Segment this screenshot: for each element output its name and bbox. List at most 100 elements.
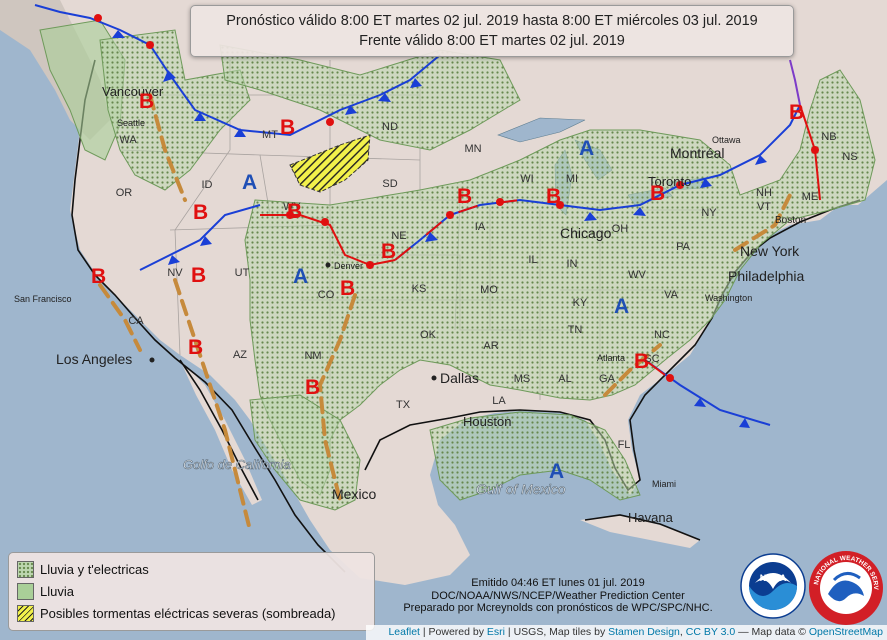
- high-pressure-symbol: A: [614, 295, 629, 318]
- state-label-il: IL: [528, 254, 537, 266]
- cc-by-link[interactable]: CC BY 3.0: [685, 626, 736, 638]
- state-label-nh: NH: [756, 187, 772, 199]
- state-label-ar: AR: [483, 340, 498, 352]
- city-label-chicago: Chicago: [560, 225, 612, 241]
- low-pressure-symbol: B: [381, 240, 396, 263]
- cold-front-west: [139, 204, 261, 271]
- high-pressure-symbol: A: [549, 460, 564, 483]
- solid-green-swatch-icon: [17, 582, 34, 600]
- city-label-mexico: Mexico: [332, 486, 377, 502]
- city-label-vancouver: Vancouver: [102, 84, 164, 99]
- city-label-boston: Boston: [775, 215, 806, 226]
- tstorm-area-northwest: [99, 29, 251, 191]
- city-dot-dallas: [431, 375, 437, 381]
- state-label-nb: NB: [821, 131, 836, 143]
- front-valid-line: Frente válido 8:00 ET martes 02 jul. 201…: [359, 33, 625, 49]
- city-label-new-york: New York: [740, 243, 800, 259]
- state-label-mi: MI: [566, 173, 578, 185]
- state-label-la: LA: [492, 395, 506, 407]
- state-label-wi: WI: [520, 173, 533, 185]
- tstorm-area-gulf: [429, 411, 641, 501]
- state-label-ok: OK: [420, 329, 437, 341]
- troughs: [98, 93, 792, 532]
- legend-label: Lluvia: [40, 583, 74, 599]
- state-label-nm: NM: [304, 350, 321, 362]
- issued-info: Emitido 04:46 ET lunes 01 jul. 2019 DOC/…: [377, 577, 739, 615]
- state-label-mo: MO: [480, 284, 498, 296]
- state-label-ny: NY: [701, 207, 717, 219]
- stamen-link[interactable]: Stamen Design: [608, 626, 680, 638]
- city-label-havana: Havana: [628, 510, 674, 525]
- legend: Lluvia y t'electricas Lluvia Posibles to…: [8, 552, 375, 631]
- water-labels: Gulf of Mexico Golfo de California: [183, 457, 566, 498]
- city-label-atlanta: Atlanta: [597, 353, 625, 363]
- low-pressure-symbol: B: [193, 201, 208, 224]
- state-label-ky: KY: [573, 297, 588, 309]
- low-pressure-symbol: B: [457, 185, 472, 208]
- front-markers: [94, 14, 819, 428]
- esri-link[interactable]: Esri: [486, 626, 506, 638]
- low-pressure-symbol: B: [280, 116, 295, 139]
- prepared-by: Preparado por Mcreynolds con pronósticos…: [403, 602, 713, 614]
- state-label-or: OR: [116, 187, 133, 199]
- high-pressure-symbol: A: [293, 265, 308, 288]
- state-label-nd: ND: [382, 121, 398, 133]
- state-label-mt: MT: [262, 129, 278, 141]
- state-label-nv: NV: [167, 267, 183, 279]
- state-label-ks: KS: [412, 283, 427, 295]
- low-pressure-symbol: B: [139, 90, 154, 113]
- leaflet-link[interactable]: Leaflet: [388, 626, 420, 638]
- low-pressure-symbol: B: [340, 277, 355, 300]
- state-label-mn: MN: [464, 143, 481, 155]
- state-label-vt: VT: [757, 201, 771, 213]
- low-pressure-symbol: B: [188, 336, 203, 359]
- city-label-houston: Houston: [463, 414, 511, 429]
- legend-label: Lluvia y t'electricas: [40, 561, 149, 577]
- city-label-philadelphia: Philadelphia: [728, 268, 804, 284]
- city-label-dallas: Dallas: [440, 370, 479, 386]
- severe-area-dakotas: [289, 134, 371, 193]
- state-label-co: CO: [318, 289, 335, 301]
- city-labels: Vancouver Seattle San Francisco Los Ange…: [14, 84, 806, 525]
- low-pressure-symbol: B: [634, 350, 649, 373]
- legend-item-rain: Lluvia: [17, 580, 366, 602]
- state-label-sc: SC: [644, 353, 659, 365]
- forecast-valid-line: Pronóstico válido 8:00 ET martes 02 jul.…: [226, 13, 758, 29]
- state-label-me: ME: [802, 191, 819, 203]
- legend-label: Posibles tormentas eléctricas severas (s…: [40, 605, 336, 621]
- city-label-washington: Washington: [705, 293, 752, 303]
- high-pressure-symbol: A: [242, 171, 257, 194]
- low-pressure-symbol: B: [91, 265, 106, 288]
- high-pressure-symbol: A: [579, 137, 594, 160]
- state-label-in: IN: [567, 258, 578, 270]
- state-label-ne: NE: [391, 230, 406, 242]
- city-label-san-francisco: San Francisco: [14, 294, 72, 304]
- state-label-fl: FL: [618, 439, 631, 451]
- low-pressure-symbol: B: [191, 264, 206, 287]
- state-label-va: VA: [664, 289, 679, 301]
- state-label-sd: SD: [382, 178, 397, 190]
- state-labels: WA OR CA NV ID MT WY UT AZ CO NM ND SD N…: [116, 121, 858, 451]
- city-dot-los-angeles: [149, 357, 155, 363]
- issued-time: Emitido 04:46 ET lunes 01 jul. 2019: [471, 577, 645, 589]
- noaa-logo[interactable]: NOAA: [740, 553, 806, 619]
- low-pressure-symbol: B: [650, 182, 665, 205]
- state-label-ga: GA: [599, 373, 616, 385]
- tstorm-area-north: [219, 44, 521, 151]
- state-label-oh: OH: [612, 223, 629, 235]
- pressure-centers: B B B B B B B B B B B B B B B A A A A A: [91, 90, 804, 483]
- state-label-id: ID: [202, 179, 213, 191]
- svg-text:NOAA: NOAA: [760, 573, 787, 583]
- map-attribution: Leaflet | Powered by Esri | USGS, Map ti…: [366, 625, 887, 640]
- issuing-office: DOC/NOAA/NWS/NCEP/Weather Prediction Cen…: [431, 589, 685, 602]
- city-label-miami: Miami: [652, 479, 676, 489]
- city-label-montreal: Montréal: [670, 145, 724, 161]
- legend-item-severe: Posibles tormentas eléctricas severas (s…: [17, 602, 366, 624]
- nws-logo[interactable]: NATIONAL WEATHER SERVICE: [808, 550, 884, 626]
- city-label-denver: Denver: [334, 261, 363, 271]
- cold-front-northwest: [34, 4, 441, 137]
- state-label-az: AZ: [233, 349, 247, 361]
- water-label-gulf-of-california: Golfo de California: [183, 457, 291, 472]
- openstreetmap-link[interactable]: OpenStreetMap: [808, 626, 883, 638]
